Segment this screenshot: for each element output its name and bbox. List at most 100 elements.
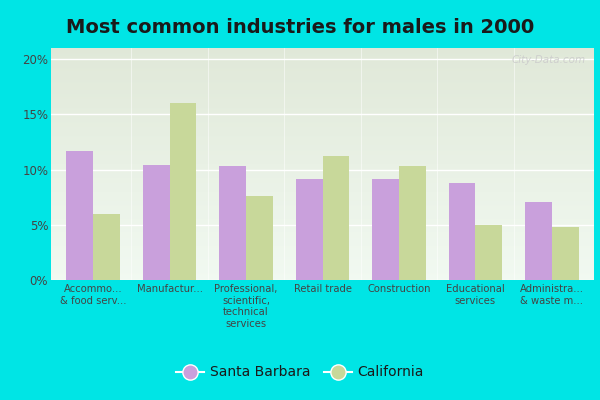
Bar: [51, 258, 594, 259]
Bar: [51, 93, 594, 94]
Bar: [51, 126, 594, 127]
Bar: [51, 205, 594, 206]
Bar: [51, 191, 594, 192]
Text: Most common industries for males in 2000: Most common industries for males in 2000: [66, 18, 534, 37]
Bar: [51, 55, 594, 56]
Bar: [51, 101, 594, 102]
Bar: [51, 155, 594, 156]
Bar: [51, 170, 594, 171]
Bar: [51, 134, 594, 135]
Bar: [51, 206, 594, 207]
Bar: [51, 52, 594, 53]
Bar: [51, 190, 594, 191]
Bar: [51, 268, 594, 270]
Bar: [51, 75, 594, 76]
Bar: [51, 248, 594, 249]
Bar: [51, 90, 594, 91]
Bar: [51, 238, 594, 239]
Bar: [51, 265, 594, 266]
Bar: [51, 259, 594, 260]
Bar: [51, 66, 594, 68]
Bar: [51, 279, 594, 280]
Bar: [51, 149, 594, 150]
Bar: [51, 273, 594, 274]
Bar: [51, 252, 594, 253]
Bar: [51, 129, 594, 130]
Bar: [51, 192, 594, 193]
Bar: [51, 275, 594, 276]
Bar: [51, 112, 594, 113]
Bar: [51, 178, 594, 179]
Bar: [51, 193, 594, 194]
Bar: [51, 148, 594, 149]
Bar: [51, 256, 594, 257]
Bar: [51, 231, 594, 232]
Bar: [51, 244, 594, 245]
Bar: [51, 83, 594, 84]
Bar: [51, 108, 594, 110]
Bar: [51, 172, 594, 173]
Bar: [51, 217, 594, 218]
Bar: [51, 72, 594, 74]
Bar: [51, 71, 594, 72]
Bar: [51, 158, 594, 159]
Bar: [51, 249, 594, 250]
Bar: [51, 226, 594, 227]
Bar: [51, 102, 594, 104]
Bar: [51, 85, 594, 86]
Bar: [51, 228, 594, 229]
Bar: [51, 107, 594, 108]
Bar: [51, 54, 594, 55]
Bar: [51, 237, 594, 238]
Bar: [51, 278, 594, 279]
Bar: [323, 156, 349, 280]
Bar: [66, 151, 93, 280]
Bar: [51, 187, 594, 188]
Bar: [51, 157, 594, 158]
Bar: [51, 210, 594, 212]
Bar: [51, 204, 594, 205]
Bar: [51, 115, 594, 116]
Bar: [51, 272, 594, 273]
Bar: [51, 113, 594, 114]
Bar: [51, 221, 594, 222]
Bar: [51, 124, 594, 126]
Bar: [51, 169, 594, 170]
Bar: [51, 74, 594, 75]
Bar: [51, 230, 594, 231]
Bar: [51, 264, 594, 265]
Bar: [51, 222, 594, 223]
Bar: [51, 270, 594, 271]
Bar: [51, 267, 594, 268]
Bar: [51, 186, 594, 187]
Bar: [51, 60, 594, 61]
Bar: [246, 196, 273, 280]
Bar: [51, 254, 594, 256]
Bar: [51, 104, 594, 105]
Bar: [51, 163, 594, 164]
Bar: [51, 262, 594, 264]
Bar: [51, 118, 594, 119]
Bar: [51, 50, 594, 52]
Bar: [51, 251, 594, 252]
Bar: [51, 48, 594, 49]
Bar: [51, 243, 594, 244]
Bar: [51, 234, 594, 235]
Bar: [51, 229, 594, 230]
Bar: [51, 194, 594, 195]
Bar: [51, 61, 594, 62]
Bar: [51, 182, 594, 184]
Bar: [51, 146, 594, 147]
Bar: [51, 212, 594, 213]
Bar: [51, 220, 594, 221]
Bar: [51, 88, 594, 89]
Bar: [51, 137, 594, 138]
Bar: [51, 184, 594, 185]
Bar: [51, 165, 594, 166]
Bar: [51, 94, 594, 96]
Bar: [51, 89, 594, 90]
Bar: [51, 64, 594, 66]
Bar: [51, 53, 594, 54]
Bar: [51, 276, 594, 278]
Bar: [51, 122, 594, 124]
